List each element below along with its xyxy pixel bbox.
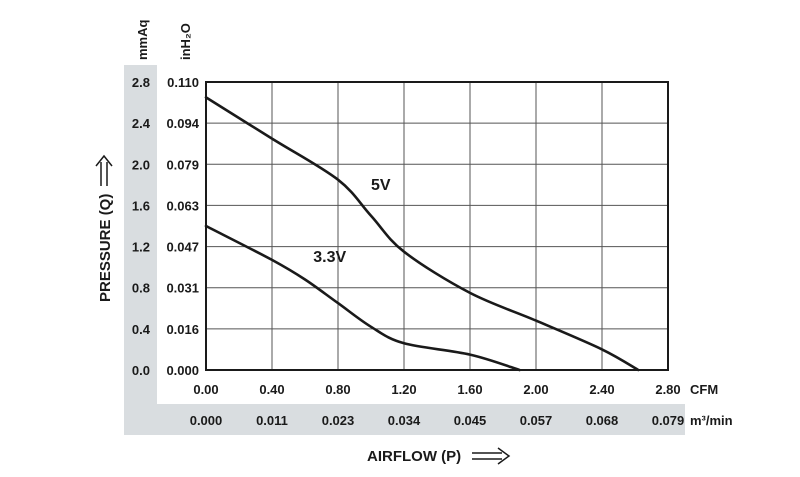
series-line-5v bbox=[204, 96, 640, 372]
series: 5V 3.3V bbox=[204, 96, 640, 372]
plot-frame bbox=[205, 81, 669, 371]
y-tick-label-secondary: 0.094 bbox=[166, 116, 199, 131]
y-tick-label-secondary: 0.031 bbox=[166, 281, 199, 296]
y-unit-primary: mmAq bbox=[135, 19, 150, 60]
x-axis-arrow-icon bbox=[472, 447, 511, 465]
y-tick-label-secondary: 0.047 bbox=[166, 240, 199, 255]
y-tick-label: 2.8 bbox=[132, 75, 150, 90]
x-tick-label: 2.40 bbox=[589, 382, 614, 397]
y-tick-label-secondary: 0.110 bbox=[167, 75, 199, 90]
x-tick-label: 0.80 bbox=[325, 382, 350, 397]
y-tick-panel bbox=[124, 65, 157, 435]
y-tick-label-secondary: 0.000 bbox=[166, 363, 199, 378]
x-tick-label: 0.00 bbox=[193, 382, 218, 397]
x-tick-panel bbox=[124, 404, 685, 435]
x-unit-primary: CFM bbox=[690, 382, 718, 397]
y-axis-arrow-icon bbox=[95, 154, 113, 186]
x-tick-label: 2.80 bbox=[655, 382, 680, 397]
x-tick-label-secondary: 0.034 bbox=[388, 413, 421, 428]
y-unit-secondary: inH₂O bbox=[178, 23, 193, 60]
tick-labels: 0.000.0000.400.0110.800.0231.200.0341.60… bbox=[132, 75, 684, 428]
y-axis-title: PRESSURE (Q) bbox=[97, 194, 114, 302]
x-tick-label: 1.60 bbox=[457, 382, 482, 397]
y-tick-label: 1.2 bbox=[132, 240, 150, 255]
x-unit-secondary: m³/min bbox=[690, 413, 733, 428]
y-tick-label: 2.4 bbox=[132, 116, 151, 131]
x-tick-label-secondary: 0.045 bbox=[454, 413, 487, 428]
series-label: 3.3V bbox=[313, 249, 346, 266]
series-label: 5V bbox=[371, 177, 391, 194]
y-tick-label: 0.0 bbox=[132, 363, 150, 378]
x-tick-label-secondary: 0.079 bbox=[652, 413, 685, 428]
x-tick-label-secondary: 0.057 bbox=[520, 413, 553, 428]
y-tick-label: 0.4 bbox=[132, 322, 151, 337]
y-tick-label-secondary: 0.016 bbox=[166, 322, 199, 337]
x-axis-title: AIRFLOW (P) bbox=[367, 448, 461, 465]
y-tick-label-secondary: 0.063 bbox=[166, 198, 199, 213]
series-line-3-3v bbox=[204, 224, 521, 372]
y-tick-label: 1.6 bbox=[132, 198, 150, 213]
x-tick-label-secondary: 0.000 bbox=[190, 413, 223, 428]
x-tick-label: 2.00 bbox=[523, 382, 548, 397]
y-tick-label-secondary: 0.079 bbox=[166, 157, 199, 172]
x-tick-label-secondary: 0.023 bbox=[322, 413, 355, 428]
y-tick-label: 0.8 bbox=[132, 281, 150, 296]
x-tick-label-secondary: 0.011 bbox=[256, 413, 288, 428]
y-tick-label: 2.0 bbox=[132, 157, 150, 172]
x-tick-label-secondary: 0.068 bbox=[586, 413, 619, 428]
x-tick-label: 0.40 bbox=[259, 382, 284, 397]
grid bbox=[206, 82, 668, 370]
x-tick-label: 1.20 bbox=[391, 382, 416, 397]
